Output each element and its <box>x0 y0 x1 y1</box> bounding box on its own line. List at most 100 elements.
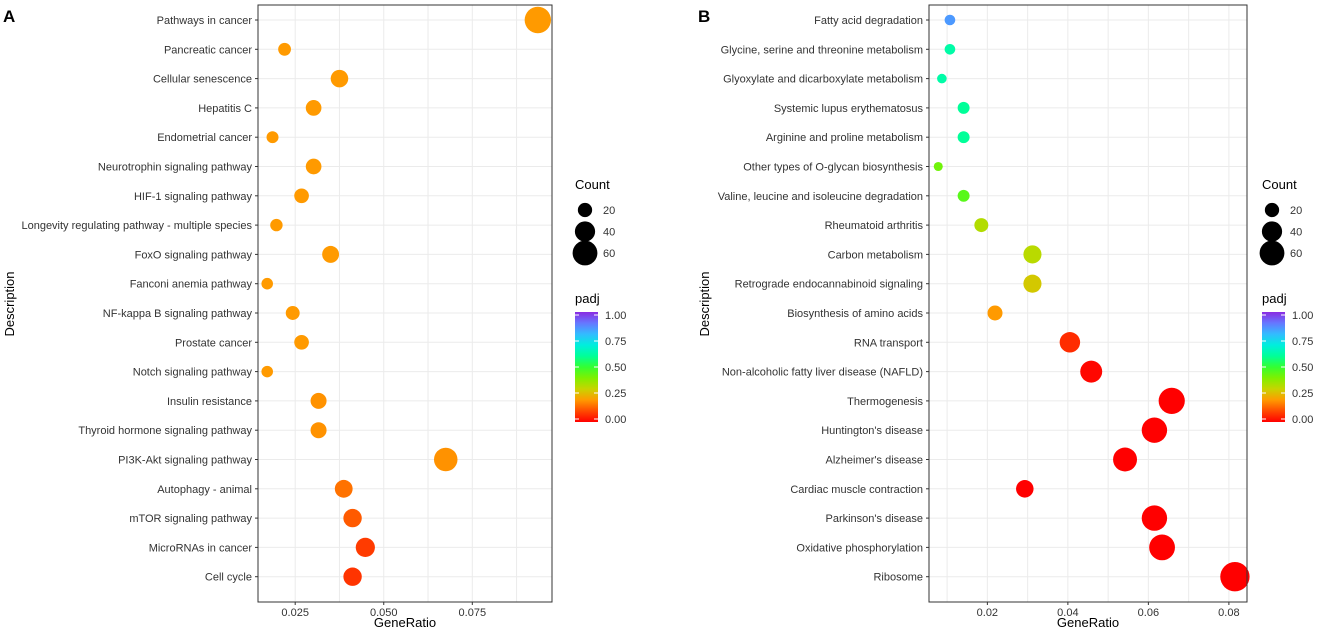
data-point <box>1141 417 1168 443</box>
y-tick-label: Oxidative phosphorylation <box>796 542 923 554</box>
data-point <box>305 100 322 116</box>
legend-size-key <box>577 202 593 218</box>
y-axis-ticks: Fatty acid degradation Glycine, serine an… <box>718 15 929 584</box>
data-point <box>974 218 989 233</box>
data-point <box>944 14 956 26</box>
y-tick-label: Parkinson's disease <box>826 513 924 525</box>
data-point <box>334 479 353 498</box>
y-tick-label: Rheumatoid arthritis <box>825 220 924 232</box>
x-axis-ticks: 0.02 0.04 0.06 0.08 <box>977 602 1240 619</box>
data-point <box>1149 534 1175 561</box>
x-tick-label: 0.050 <box>370 607 398 619</box>
legend-size-label: 40 <box>603 227 615 239</box>
data-point <box>1158 387 1185 414</box>
data-point <box>305 158 322 175</box>
plot-panel-background <box>258 5 552 602</box>
data-point <box>310 422 327 439</box>
legend-title-count: Count <box>1262 177 1297 192</box>
y-tick-label: Endometrial cancer <box>157 132 252 144</box>
x-axis-label: GeneRatio <box>1057 615 1119 630</box>
panel-label: B <box>698 7 710 26</box>
y-tick-label: Notch signaling pathway <box>133 367 253 379</box>
colorbar-label: 0.75 <box>605 336 626 348</box>
data-point <box>285 306 300 320</box>
legend-size-label: 40 <box>1290 227 1302 239</box>
x-tick-label: 0.06 <box>1138 607 1159 619</box>
data-point <box>957 101 970 114</box>
data-point <box>1023 245 1042 264</box>
data-point <box>1113 447 1138 472</box>
y-tick-label: FoxO signaling pathway <box>135 249 253 261</box>
x-tick-label: 0.075 <box>459 607 487 619</box>
legend-title-count: Count <box>575 177 610 192</box>
data-point <box>343 508 362 528</box>
y-tick-label: Valine, leucine and isoleucine degradati… <box>718 191 923 203</box>
x-axis-ticks: 0.025 0.050 0.075 <box>281 602 486 619</box>
legend-size-label: 20 <box>1290 205 1302 217</box>
y-tick-label: Glycine, serine and threonine metabolism <box>721 44 923 56</box>
y-tick-label: Longevity regulating pathway - multiple … <box>21 220 252 232</box>
y-tick-label: Fatty acid degradation <box>814 15 923 27</box>
colorbar <box>1262 312 1285 422</box>
y-tick-label: Thyroid hormone signaling pathway <box>78 425 252 437</box>
y-tick-label: Huntington's disease <box>821 425 923 437</box>
y-tick-label: Pancreatic cancer <box>164 44 252 56</box>
data-point <box>1016 480 1034 498</box>
y-tick-label: mTOR signaling pathway <box>129 513 252 525</box>
y-tick-label: PI3K-Akt signaling pathway <box>118 455 252 467</box>
y-tick-label: Ribosome <box>873 572 923 584</box>
y-tick-label: Retrograde endocannabinoid signaling <box>735 279 923 291</box>
y-tick-label: HIF-1 signaling pathway <box>134 191 253 203</box>
data-point <box>1080 360 1103 383</box>
y-tick-label: Alzheimer's disease <box>826 455 923 467</box>
y-tick-label: Systemic lupus erythematosus <box>774 103 924 115</box>
y-axis-label: Description <box>697 271 712 336</box>
legend-title-padj: padj <box>1262 291 1287 306</box>
data-point <box>957 189 970 202</box>
y-tick-label: Fanconi anemia pathway <box>130 279 253 291</box>
legend-size-label: 20 <box>603 205 615 217</box>
y-tick-label: Hepatitis C <box>198 103 252 115</box>
data-point <box>933 161 943 172</box>
y-tick-label: Thermogenesis <box>847 396 923 408</box>
x-tick-label: 0.025 <box>281 607 309 619</box>
legend: Count 20 40 60 padj 1.00 0.75 0.50 0.25 0.00 <box>572 177 626 426</box>
y-tick-label: Pathways in cancer <box>157 15 253 27</box>
colorbar-label: 0.50 <box>1292 362 1313 374</box>
data-point <box>261 365 273 378</box>
plot-panel-border <box>928 4 1248 603</box>
y-tick-label: NF-kappa B signaling pathway <box>103 308 253 320</box>
colorbar-label: 0.75 <box>1292 336 1313 348</box>
points <box>261 6 552 586</box>
y-tick-label: Glyoxylate and dicarboxylate metabolism <box>723 74 923 86</box>
y-tick-label: MicroRNAs in cancer <box>149 542 253 554</box>
plot-panel-border <box>257 4 553 603</box>
y-tick-label: Cell cycle <box>205 572 252 584</box>
data-point <box>261 277 273 290</box>
y-tick-label: Cellular senescence <box>153 74 252 86</box>
data-point <box>1220 562 1250 592</box>
data-point <box>266 131 279 144</box>
colorbar-label: 1.00 <box>605 310 626 322</box>
y-tick-label: Biosynthesis of amino acids <box>787 308 923 320</box>
colorbar-label: 0.25 <box>1292 388 1313 400</box>
legend-size-key <box>1261 221 1283 242</box>
data-point <box>433 447 458 472</box>
data-point <box>310 392 327 409</box>
panel-b: B Description Fatty acid degradation Glyc… <box>697 4 1313 630</box>
data-point <box>355 537 375 558</box>
data-point <box>294 334 309 350</box>
data-point <box>1059 332 1081 353</box>
data-point <box>524 6 552 34</box>
data-point <box>343 567 362 586</box>
data-point <box>957 131 970 144</box>
y-tick-label: Autophagy - animal <box>157 484 252 496</box>
y-tick-label: Carbon metabolism <box>828 249 923 261</box>
colorbar-label: 0.25 <box>605 388 626 400</box>
data-point <box>944 43 956 55</box>
y-tick-label: Other types of O-glycan biosynthesis <box>743 162 923 174</box>
legend-size-key <box>574 221 596 242</box>
y-tick-label: RNA transport <box>854 337 923 349</box>
y-tick-label: Prostate cancer <box>175 337 252 349</box>
x-tick-label: 0.08 <box>1218 607 1239 619</box>
